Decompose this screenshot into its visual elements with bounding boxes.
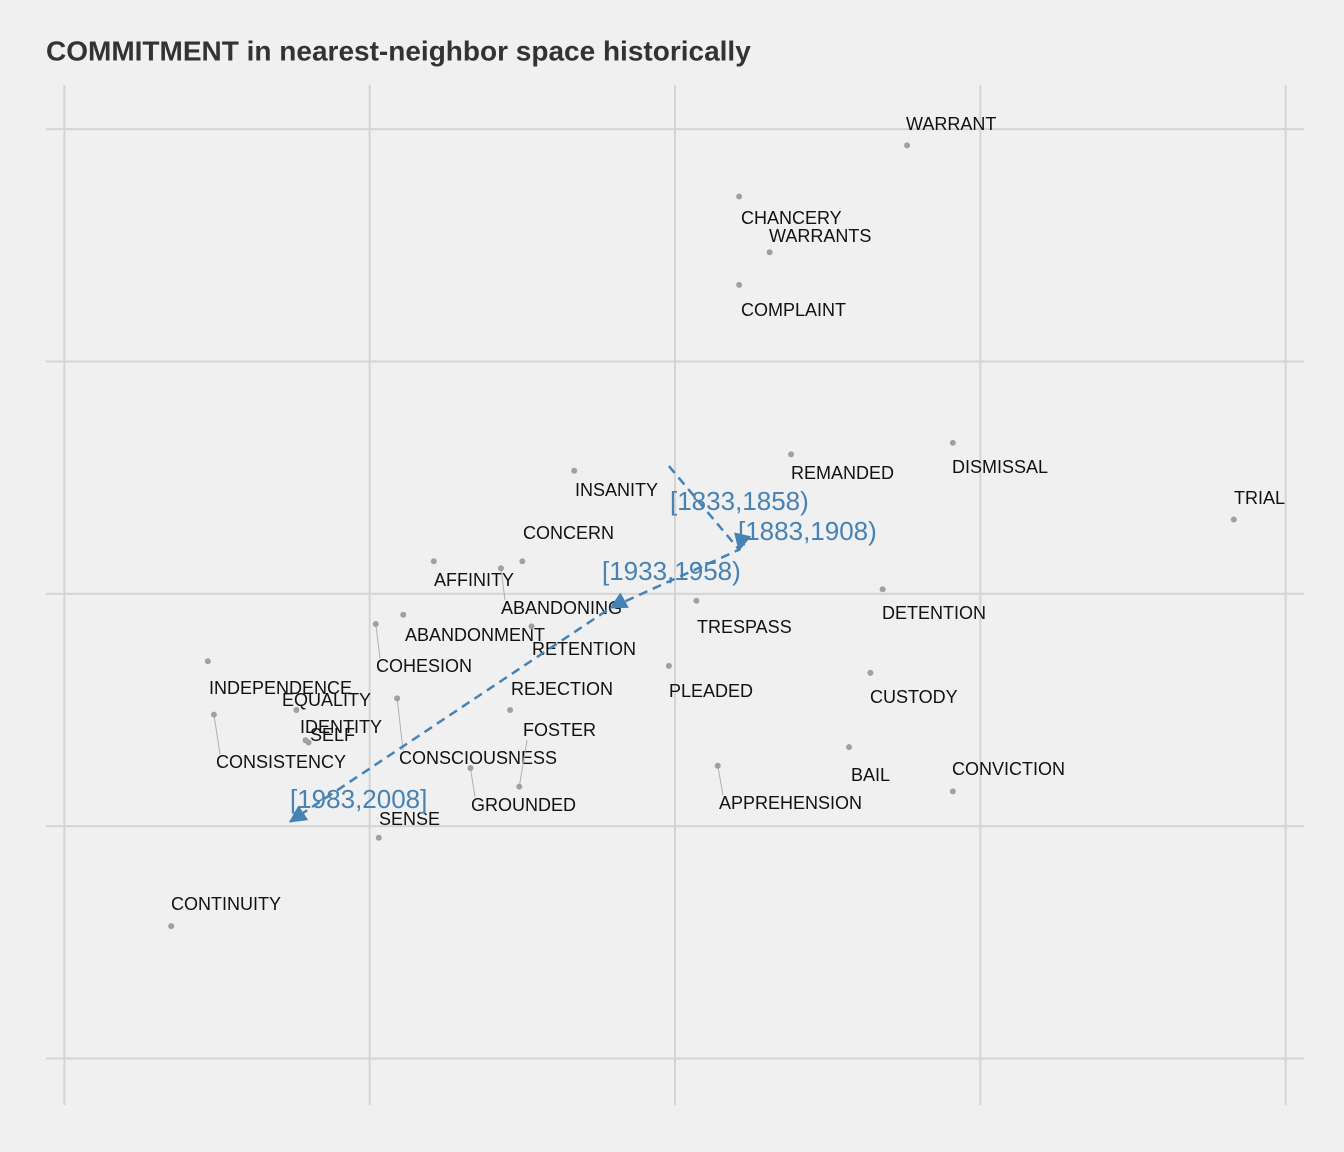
neighbor-point <box>467 765 474 772</box>
neighbor-point <box>528 623 535 630</box>
period-label: [1933,1958) <box>602 556 741 586</box>
neighbor-label: REJECTION <box>511 679 613 699</box>
period-label: [1833,1858) <box>670 486 809 516</box>
neighbor-label: PLEADED <box>669 681 753 701</box>
trajectory-line <box>288 465 752 823</box>
neighbor-point <box>571 467 578 474</box>
neighbor-label: EQUALITY <box>282 690 371 710</box>
neighbor-point <box>867 669 874 676</box>
neighbor-point <box>394 695 401 702</box>
neighbor-label: CUSTODY <box>870 687 958 707</box>
neighbor-label: ABANDONING <box>501 598 622 618</box>
neighbor-point <box>497 565 504 572</box>
neighbor-label: CHANCERY <box>741 208 842 228</box>
neighbor-label: CONTINUITY <box>171 894 281 914</box>
neighbor-point <box>693 597 700 604</box>
neighbor-label: SELF <box>310 725 355 745</box>
neighbor-point <box>846 744 853 751</box>
neighbor-point <box>507 707 514 714</box>
neighbor-label: INSANITY <box>575 480 658 500</box>
neighbor-label: CONSISTENCY <box>216 752 346 772</box>
neighbor-point <box>430 558 437 565</box>
neighbor-label: APPREHENSION <box>719 793 862 813</box>
neighbor-label: TRIAL <box>1234 488 1285 508</box>
neighbor-point <box>516 783 523 790</box>
neighbor-point <box>400 611 407 618</box>
neighbor-label: REMANDED <box>791 463 894 483</box>
neighbor-label: WARRANTS <box>769 226 871 246</box>
neighbor-label: COMPLAINT <box>741 300 846 320</box>
neighbor-label: ABANDONMENT <box>405 625 545 645</box>
neighbor-point <box>949 788 956 795</box>
neighbor-point <box>904 142 911 149</box>
neighbor-label: BAIL <box>851 765 890 785</box>
neighbor-point <box>665 662 672 669</box>
neighbor-label: DISMISSAL <box>952 457 1048 477</box>
neighbor-label: DETENTION <box>882 603 986 623</box>
neighbor-point <box>204 658 211 665</box>
leader-line <box>213 714 221 755</box>
chart-title: COMMITMENT in nearest-neighbor space his… <box>46 35 751 66</box>
neighbor-label: CONSCIOUSNESS <box>399 748 557 768</box>
neighbor-point <box>736 193 743 200</box>
neighbor-point <box>375 834 382 841</box>
neighbor-label: GROUNDED <box>471 795 576 815</box>
period-label: [1883,1908) <box>738 516 877 546</box>
neighbor-label: COHESION <box>376 656 472 676</box>
neighbor-point <box>714 762 721 769</box>
neighbor-label: RETENTION <box>532 639 636 659</box>
neighbor-label: FOSTER <box>523 720 596 740</box>
neighbor-label: WARRANT <box>906 114 996 134</box>
neighbor-point <box>519 558 526 565</box>
period-label: [1983,2008] <box>290 784 427 814</box>
neighbor-point <box>372 621 379 628</box>
neighbor-point <box>766 249 773 256</box>
neighbor-point <box>788 451 795 458</box>
neighbor-label: TRESPASS <box>697 617 792 637</box>
neighbor-point <box>210 711 217 718</box>
neighbor-point <box>736 281 743 288</box>
neighbor-point <box>949 439 956 446</box>
neighbor-label: CONVICTION <box>952 759 1065 779</box>
neighbor-point <box>879 586 886 593</box>
neighbor-label: CONCERN <box>523 523 614 543</box>
neighbor-point <box>1230 516 1237 523</box>
neighbor-point <box>168 923 175 930</box>
